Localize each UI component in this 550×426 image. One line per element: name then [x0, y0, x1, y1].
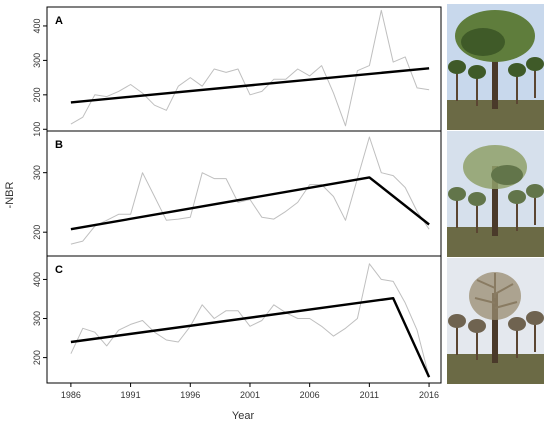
observed-series-line	[70, 263, 430, 378]
y-axis-label: -NBR	[4, 182, 16, 209]
y-tick-label: 400	[32, 18, 42, 33]
background-canopy	[468, 65, 486, 79]
y-tick-label: 200	[32, 87, 42, 102]
background-trunk	[534, 66, 536, 98]
y-tick-label: 400	[32, 272, 42, 287]
photo-dead-pine	[447, 258, 544, 384]
main-trunk	[492, 166, 498, 236]
y-tick-label: 100	[32, 122, 42, 137]
background-trunk	[516, 326, 518, 358]
chart-panels: 100 200 300 400 A 200 300 B 200 300 400 C	[32, 6, 442, 384]
background-trunk	[476, 74, 478, 106]
background-canopy	[448, 187, 466, 201]
y-tick-label: 200	[32, 350, 42, 365]
observed-series-line	[70, 9, 430, 127]
panel-frame	[46, 130, 442, 257]
fitted-series-line	[70, 176, 430, 231]
background-canopy	[508, 317, 526, 331]
main-canopy-shade	[461, 28, 505, 56]
y-tick-label: 200	[32, 225, 42, 240]
x-tick-label: 2006	[300, 390, 320, 400]
background-canopy	[526, 57, 544, 71]
panel-label: C	[55, 264, 63, 276]
background-canopy	[526, 311, 544, 325]
background-trunk	[476, 328, 478, 360]
background-trunk	[534, 193, 536, 225]
panel-frame	[46, 255, 442, 384]
background-canopy	[448, 60, 466, 74]
panel-label: A	[55, 15, 63, 27]
x-tick-label: 1986	[61, 390, 81, 400]
background-canopy	[468, 192, 486, 206]
background-trunk	[456, 196, 458, 228]
background-canopy	[508, 63, 526, 77]
nbr-time-series-figure: -NBR Year 100 200 300 400 A 200 300 B 200 300 400 C…	[4, 6, 442, 422]
fitted-series-line	[70, 67, 430, 104]
background-trunk	[476, 201, 478, 233]
background-trunk	[456, 69, 458, 101]
background-canopy	[508, 190, 526, 204]
photo-healthy-pine	[447, 4, 544, 130]
background-canopy	[468, 319, 486, 333]
observed-series-line	[70, 136, 430, 245]
photo-declining-pine	[447, 131, 544, 257]
panel-label: B	[55, 139, 63, 151]
y-tick-label: 300	[32, 165, 42, 180]
fitted-series-line	[70, 297, 431, 378]
background-canopy	[448, 314, 466, 328]
background-canopy	[526, 184, 544, 198]
panel-frame	[46, 6, 442, 132]
background-trunk	[516, 72, 518, 104]
background-trunk	[516, 199, 518, 231]
main-trunk	[492, 293, 498, 363]
x-axis-label: Year	[232, 410, 255, 422]
background-trunk	[456, 323, 458, 355]
x-tick-label: 2001	[240, 390, 260, 400]
panel-a: 100 200 300 400 A	[32, 6, 442, 137]
panel-b: 200 300 B	[32, 130, 442, 257]
y-tick-label: 300	[32, 53, 42, 68]
main-trunk	[492, 39, 498, 109]
x-tick-label: 1991	[121, 390, 141, 400]
main-canopy-shade	[491, 165, 523, 185]
panel-c: 200 300 400 C	[32, 255, 442, 384]
main-canopy	[469, 272, 521, 320]
y-tick-label: 300	[32, 311, 42, 326]
x-tick-label: 1996	[180, 390, 200, 400]
x-tick-label: 2011	[360, 390, 379, 400]
x-tick-label: 2016	[419, 390, 439, 400]
background-trunk	[534, 320, 536, 352]
x-axis: 1986 1991 1996 2001 2006 2011 2016	[61, 383, 439, 400]
